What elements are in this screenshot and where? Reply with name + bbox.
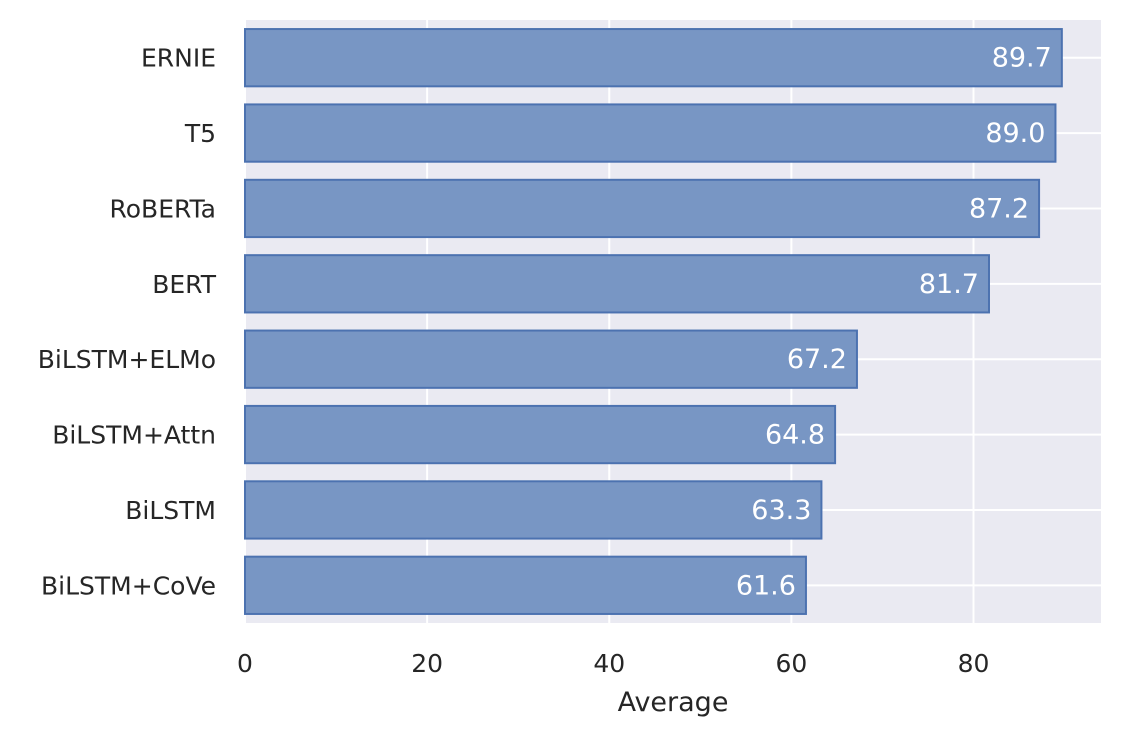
bar	[244, 329, 858, 389]
bar	[244, 404, 837, 465]
bar-value-label: 64.8	[765, 420, 825, 451]
bar-value-label: 63.3	[751, 495, 811, 526]
y-tick-labels: ERNIE T5 RoBERTa BERT BiLSTM+ELMo BiLSTM+Attn…	[38, 44, 217, 601]
y-tick-label: BERT	[152, 270, 216, 299]
bar	[244, 28, 1063, 88]
y-tick-label: T5	[184, 119, 216, 148]
y-tick-label: BiLSTM	[125, 496, 216, 525]
x-tick-label: 60	[775, 649, 807, 678]
bar-value-label: 81.7	[919, 269, 979, 300]
y-tick-label: BiLSTM+CoVe	[41, 571, 216, 600]
y-tick-label: BiLSTM+ELMo	[38, 345, 216, 374]
bar-value-label: 87.2	[969, 193, 1029, 224]
x-axis-title: Average	[618, 687, 729, 718]
bar-value-labels: 89.7 89.0 87.2 81.7 67.2 64.8 63.3 61.6	[736, 43, 1052, 602]
x-tick-label: 20	[411, 649, 443, 678]
x-tick-label: 80	[958, 649, 990, 678]
x-tick-label: 0	[237, 649, 253, 678]
bar-value-label: 89.0	[985, 118, 1045, 149]
y-tick-label: RoBERTa	[110, 194, 217, 223]
bars	[244, 28, 1063, 615]
bar	[244, 178, 1041, 239]
y-tick-label: BiLSTM+Attn	[52, 421, 216, 450]
y-tick-label: ERNIE	[141, 44, 216, 73]
bar	[244, 555, 807, 615]
x-tick-labels: 0 20 40 60 80	[237, 649, 989, 678]
bar	[244, 254, 990, 314]
bar-value-label: 89.7	[992, 43, 1052, 74]
bar-value-label: 67.2	[787, 344, 847, 375]
x-tick-label: 40	[593, 649, 625, 678]
bar-value-label: 61.6	[736, 570, 796, 601]
bar	[244, 103, 1057, 163]
bar	[244, 480, 823, 540]
